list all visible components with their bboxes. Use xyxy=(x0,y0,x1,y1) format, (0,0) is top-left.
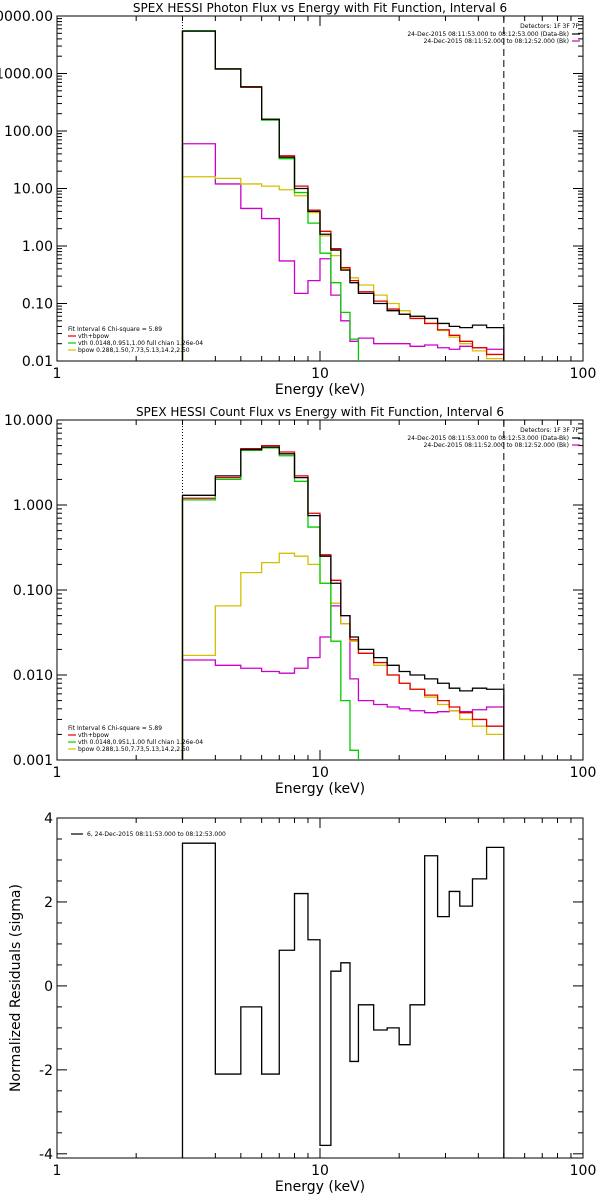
detectors-label: Detectors: 1F 3F 7F xyxy=(520,23,579,30)
series-total-line xyxy=(181,30,505,361)
legend-bottom-entry: vth 0.0148,0.951,1.00 full chian 1.26e-0… xyxy=(78,739,203,746)
y-tick-label: 0.01 xyxy=(22,354,53,370)
y-tick-label: 1.000 xyxy=(13,498,53,514)
y-tick-label: 0.001 xyxy=(13,753,53,769)
legend-bottom-entry: Fit Interval 6 Chi-square = 5.89 xyxy=(68,725,162,732)
y-tick-label: 4 xyxy=(44,811,53,827)
legend-bottom-entry: vth 0.0148,0.951,1.00 full chian 1.26e-0… xyxy=(78,340,203,347)
y-tick-label: 0.10 xyxy=(22,297,53,313)
series-bk-line xyxy=(181,143,505,361)
series-vth-line xyxy=(181,447,360,760)
plot-area xyxy=(181,30,505,361)
legend-top-entry: 24-Dec-2015 08:11:53.000 to 08:12:53.000… xyxy=(407,435,569,442)
plot-area xyxy=(181,842,505,1158)
legend-bottom-entry: Fit Interval 6 Chi-square = 5.89 xyxy=(68,326,162,333)
series-bk-line xyxy=(181,605,505,760)
legend-bottom-entry: vth+bpow xyxy=(78,333,109,340)
legend-bottom-entry: vth+bpow xyxy=(78,732,109,739)
y-tick-label: 100.00 xyxy=(4,124,53,140)
chart-title: SPEX HESSI Count Flux vs Energy with Fit… xyxy=(136,405,504,419)
x-tick-label: 100 xyxy=(570,366,597,382)
y-tick-label: 2 xyxy=(44,895,53,911)
legend-top-entry: 24-Dec-2015 08:11:53.000 to 08:12:53.000… xyxy=(407,31,569,38)
y-tick-label: 1000.00 xyxy=(0,67,53,83)
x-tick-label: 100 xyxy=(570,1163,597,1179)
y-tick-label: 10.00 xyxy=(13,182,53,198)
legend-top-entry: 24-Dec-2015 08:11:52.000 to 08:12:52.000… xyxy=(424,442,569,449)
y-tick-label: 10.000 xyxy=(4,413,53,429)
y-tick-label: 0 xyxy=(44,979,53,995)
y-tick-label: -4 xyxy=(39,1147,53,1163)
plot-area xyxy=(181,444,505,760)
series-vth-line xyxy=(181,30,360,361)
y-tick-label: 0.100 xyxy=(13,583,53,599)
legend-bottom-entry: bpow 0.288,1.50,7.73,5.13,14.2,2.50 xyxy=(78,746,190,753)
x-tick-label: 1 xyxy=(53,366,62,382)
photon-flux-panel: 1 10 100 Energy (keV) 10000.00 1000.00 100.00 1… xyxy=(0,1,597,398)
detectors-label: Detectors: 1F 3F 7F xyxy=(520,427,579,434)
count-flux-panel: 1 10 100 Energy (keV) 10.000 1.000 0.100 0.010 0… xyxy=(4,405,597,797)
y-tick-label: -2 xyxy=(39,1063,53,1079)
x-tick-label: 10 xyxy=(311,765,329,781)
x-axis-label: Energy (keV) xyxy=(275,1179,365,1195)
x-tick-label: 100 xyxy=(570,765,597,781)
y-axis-label: Normalized Residuals (sigma) xyxy=(8,884,24,1092)
x-tick-label: 1 xyxy=(53,765,62,781)
plot-frame xyxy=(56,15,584,362)
x-axis-label: Energy (keV) xyxy=(275,781,365,797)
series-data-line xyxy=(181,446,505,760)
series-data-line xyxy=(181,842,505,1158)
y-tick-label: 1.00 xyxy=(22,239,53,255)
series-bpow-line xyxy=(181,552,505,760)
legend-top-entry: 24-Dec-2015 08:11:52.000 to 08:12:52.000… xyxy=(424,38,569,45)
residuals-panel: 1 10 100 Energy (keV) 4 2 0 -2 -4 Normalized Resi… xyxy=(8,811,597,1195)
x-tick-label: 10 xyxy=(311,1163,329,1179)
x-tick-label: 10 xyxy=(311,366,329,382)
legend-bottom-entry: bpow 0.288,1.50,7.73,5.13,14.2,2.50 xyxy=(78,347,190,354)
y-tick-label: 10000.00 xyxy=(0,9,53,25)
series-data-line xyxy=(181,30,505,361)
x-tick-label: 1 xyxy=(53,1163,62,1179)
legend-entry: 6, 24-Dec-2015 08:11:53.000 to 08:12:53.… xyxy=(87,831,226,838)
chart-title: SPEX HESSI Photon Flux vs Energy with Fi… xyxy=(133,1,507,15)
y-tick-label: 0.010 xyxy=(13,668,53,684)
x-axis-label: Energy (keV) xyxy=(275,382,365,398)
